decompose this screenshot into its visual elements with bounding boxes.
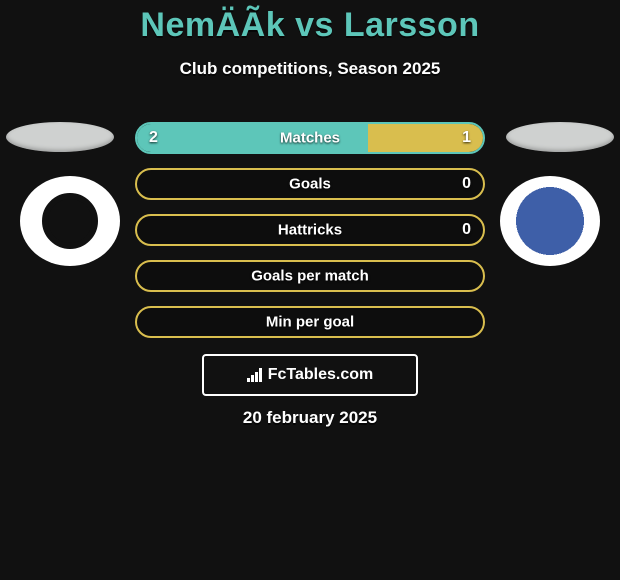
stat-value-right: 0 [462,175,471,193]
stat-row-matches: 2 Matches 1 [135,122,485,154]
stat-row-goals-per-match: Goals per match [135,260,485,292]
date-line: 20 february 2025 [0,408,620,428]
club-left-badge [20,176,120,266]
stats-container: 2 Matches 1 Goals 0 Hattricks 0 Goals pe… [135,122,485,338]
page-title: NemÄÃk vs Larsson [0,0,620,45]
stat-label: Goals per match [251,268,369,285]
stat-label: Min per goal [266,314,354,331]
stat-row-min-per-goal: Min per goal [135,306,485,338]
stat-value-right: 1 [462,129,471,147]
branding-text: FcTables.com [268,366,374,384]
stat-label: Hattricks [278,222,342,239]
stat-value-right: 0 [462,221,471,239]
player-right-avatar-small [506,122,614,152]
page-subtitle: Club competitions, Season 2025 [0,59,620,79]
club-right-badge [500,176,600,266]
stat-value-left: 2 [149,129,158,147]
stat-label: Goals [289,176,331,193]
player-left-avatar-small [6,122,114,152]
stat-row-hattricks: Hattricks 0 [135,214,485,246]
bar-chart-icon [247,368,262,382]
branding-box: FcTables.com [202,354,418,396]
stat-label: Matches [280,130,340,147]
stat-row-goals: Goals 0 [135,168,485,200]
